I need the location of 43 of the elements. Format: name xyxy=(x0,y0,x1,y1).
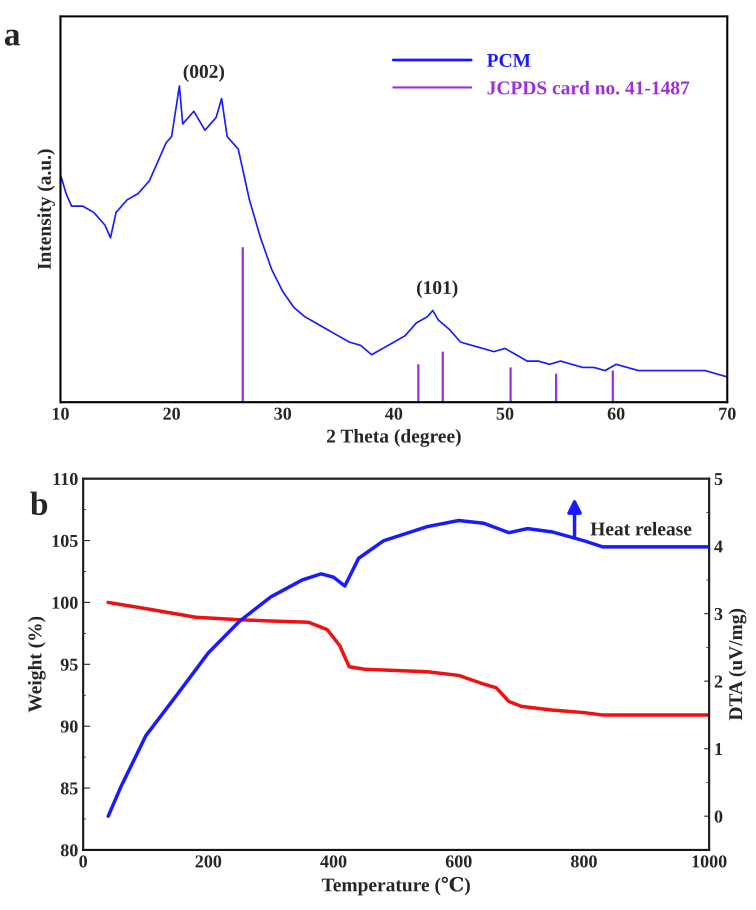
x-tick-label: 50 xyxy=(496,408,514,420)
x-tick-label: 600 xyxy=(446,855,472,868)
y-tick-label: 100 xyxy=(52,596,78,609)
line-series xyxy=(106,600,710,717)
x-tick-label: 800 xyxy=(570,855,597,868)
y-tick-label: 105 xyxy=(52,534,78,547)
y2-tick-label: 1 xyxy=(715,743,722,755)
x-axis-title: 2 Theta (degree) xyxy=(327,429,461,447)
y2-tick-label: 4 xyxy=(714,540,723,552)
legend-label: PCM xyxy=(487,54,530,67)
y-axis-title: Intensity (a.u.) xyxy=(37,149,55,270)
annotation: Heat release xyxy=(590,522,692,536)
y2-tick-label: 3 xyxy=(714,608,722,620)
bar xyxy=(442,352,444,402)
legend-label: JCPDS card no. 41-1487 xyxy=(488,80,690,95)
y2-tick-label: 5 xyxy=(714,473,722,486)
x-tick-label: 20 xyxy=(163,408,180,420)
y-tick-label: 95 xyxy=(60,658,78,671)
y2-tick-label: 2 xyxy=(714,675,722,688)
y-tick-label: 110 xyxy=(54,472,78,486)
y-tick-label: 90 xyxy=(60,720,78,733)
x-tick-label: 70 xyxy=(719,408,736,420)
text: b xyxy=(30,492,48,516)
y2-axis-title: DTA (uV/mg) xyxy=(728,608,746,720)
bar xyxy=(417,364,420,402)
x-tick-label: 0 xyxy=(79,855,87,868)
x-tick-label: 40 xyxy=(385,408,402,420)
x-tick-label: 10 xyxy=(52,408,69,420)
bar xyxy=(242,247,244,402)
x-tick-label: 400 xyxy=(320,855,346,868)
x-tick-label: 60 xyxy=(608,408,624,420)
y2-tick-label: 0 xyxy=(714,810,722,823)
x-tick-label: 1000 xyxy=(692,855,726,868)
x-axis-title: Temperature (℃) xyxy=(322,876,470,896)
x-tick-label: 30 xyxy=(274,408,292,420)
text: (002) xyxy=(184,64,224,82)
y-tick-label: 85 xyxy=(60,782,78,794)
annotation: (101) xyxy=(417,280,458,298)
y-axis-title: Weight (%) xyxy=(28,616,46,712)
y-tick-label: 80 xyxy=(60,844,78,856)
x-tick-label: 200 xyxy=(196,855,222,868)
bar xyxy=(612,370,614,402)
text: a xyxy=(4,30,20,46)
